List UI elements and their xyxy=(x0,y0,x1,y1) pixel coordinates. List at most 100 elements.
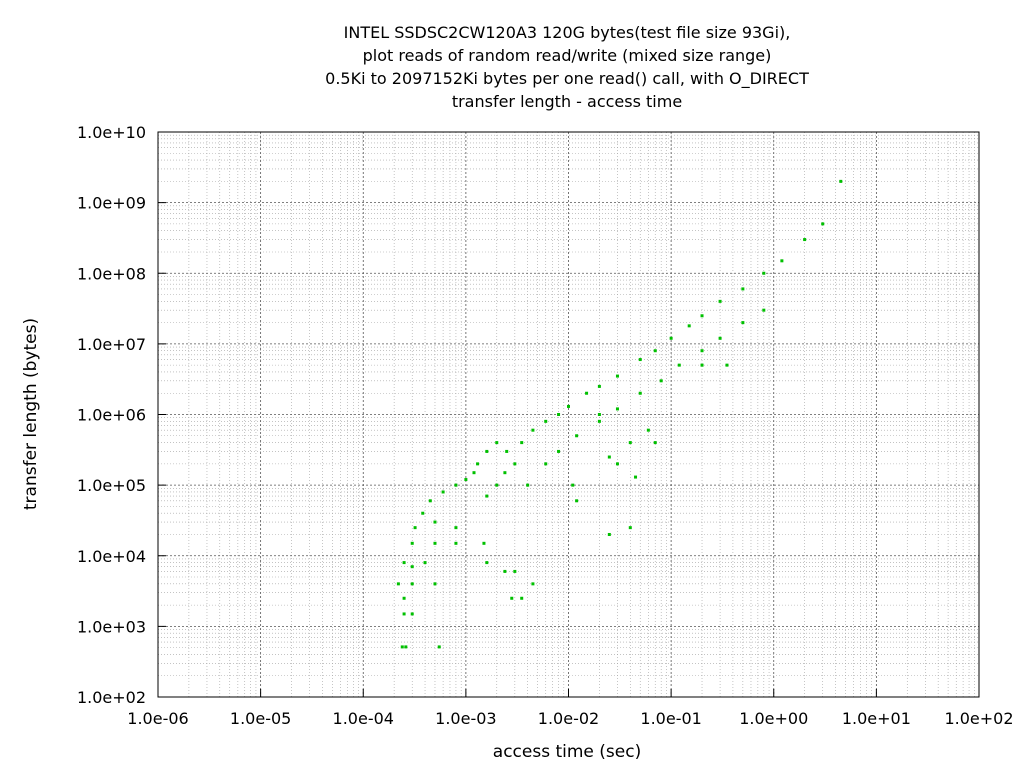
data-point xyxy=(615,407,619,411)
data-point xyxy=(454,541,458,545)
data-point xyxy=(464,478,468,482)
data-point xyxy=(495,483,499,487)
data-point xyxy=(700,349,704,353)
data-point xyxy=(482,541,486,545)
data-point xyxy=(653,349,657,353)
data-point xyxy=(400,645,404,649)
data-point xyxy=(634,475,638,479)
data-point xyxy=(544,419,548,423)
data-point xyxy=(513,462,517,466)
data-point xyxy=(700,363,704,367)
x-tick-label: 1.0e+01 xyxy=(842,709,911,728)
data-point xyxy=(503,569,507,573)
chart-title: INTEL SSDSC2CW120A3 120G bytes(test file… xyxy=(325,23,809,111)
data-point xyxy=(585,391,589,395)
x-tick-label: 1.0e-04 xyxy=(333,709,394,728)
data-point xyxy=(653,441,657,445)
data-point xyxy=(485,494,489,498)
x-tick-label: 1.0e+00 xyxy=(739,709,808,728)
data-point xyxy=(402,596,406,600)
data-point xyxy=(597,384,601,388)
data-point xyxy=(531,428,535,432)
y-tick-label: 1.0e+08 xyxy=(77,264,146,283)
data-point xyxy=(544,462,548,466)
data-point xyxy=(557,449,561,453)
data-point xyxy=(628,526,632,530)
data-point xyxy=(433,541,437,545)
y-tick-label: 1.0e+03 xyxy=(77,617,146,636)
y-axis-ticks: 1.0e+02 1.0e+03 1.0e+04 1.0e+05 1.0e+06 1.0e+… xyxy=(77,123,166,707)
data-point xyxy=(741,321,745,325)
chart-title-line: plot reads of random read/write (mixed s… xyxy=(363,46,772,65)
data-point xyxy=(597,413,601,416)
data-point xyxy=(615,374,619,378)
data-point xyxy=(567,404,570,408)
data-point xyxy=(741,287,745,291)
data-point xyxy=(410,612,414,616)
data-point xyxy=(575,434,579,438)
data-point xyxy=(571,483,575,487)
data-points xyxy=(396,179,843,649)
chart-title-line: transfer length - access time xyxy=(452,92,682,111)
data-point xyxy=(437,645,441,649)
data-point xyxy=(531,582,535,586)
data-point xyxy=(404,645,408,649)
data-point xyxy=(410,582,414,586)
data-point xyxy=(454,483,458,487)
y-tick-label: 1.0e+10 xyxy=(77,123,146,142)
data-point xyxy=(402,561,406,565)
x-tick-label: 1.0e-06 xyxy=(127,709,188,728)
y-axis-label: transfer length (bytes) xyxy=(21,318,41,510)
chart-title-line: 0.5Ki to 2097152Ki bytes per one read() … xyxy=(325,69,809,89)
data-point xyxy=(485,449,489,453)
data-point xyxy=(421,511,425,515)
x-axis-ticks: 1.0e-06 1.0e-05 1.0e-04 1.0e-03 1.0e-02 1.0e-… xyxy=(127,689,1014,728)
data-point xyxy=(780,259,784,263)
data-point xyxy=(520,596,524,600)
data-point xyxy=(454,526,458,530)
data-point xyxy=(441,490,445,494)
y-tick-label: 1.0e+05 xyxy=(77,476,146,495)
data-point xyxy=(615,462,619,466)
data-point xyxy=(669,336,673,340)
data-point xyxy=(557,413,561,416)
data-point xyxy=(762,271,766,275)
y-tick-label: 1.0e+04 xyxy=(77,547,146,566)
data-point xyxy=(646,428,650,432)
data-point xyxy=(628,441,632,445)
data-point xyxy=(433,582,437,586)
chart-title-line: INTEL SSDSC2CW120A3 120G bytes(test file… xyxy=(344,23,791,42)
data-point xyxy=(423,561,427,565)
data-point xyxy=(476,462,480,466)
y-tick-label: 1.0e+09 xyxy=(77,194,146,213)
data-point xyxy=(659,379,663,383)
x-tick-label: 1.0e-03 xyxy=(435,709,496,728)
x-tick-label: 1.0e-05 xyxy=(230,709,291,728)
x-tick-label: 1.0e-01 xyxy=(640,709,701,728)
data-point xyxy=(428,499,432,503)
data-point xyxy=(687,324,691,328)
data-point xyxy=(762,308,766,312)
major-grid xyxy=(157,131,980,698)
data-point xyxy=(396,582,400,586)
data-point xyxy=(505,449,509,453)
data-point xyxy=(597,419,601,423)
data-point xyxy=(526,483,530,487)
data-point xyxy=(638,358,642,362)
data-point xyxy=(575,499,579,503)
data-point xyxy=(718,336,722,340)
x-axis-label: access time (sec) xyxy=(493,742,641,762)
data-point xyxy=(485,561,489,565)
data-point xyxy=(503,471,507,475)
data-point xyxy=(803,238,807,242)
x-tick-label: 1.0e-02 xyxy=(538,709,599,728)
data-point xyxy=(520,441,524,445)
y-tick-label: 1.0e+07 xyxy=(77,335,146,354)
data-point xyxy=(510,596,514,600)
data-point xyxy=(821,222,825,226)
data-point xyxy=(607,532,611,536)
data-point xyxy=(638,391,642,395)
data-point xyxy=(472,471,476,475)
data-point xyxy=(839,179,843,183)
